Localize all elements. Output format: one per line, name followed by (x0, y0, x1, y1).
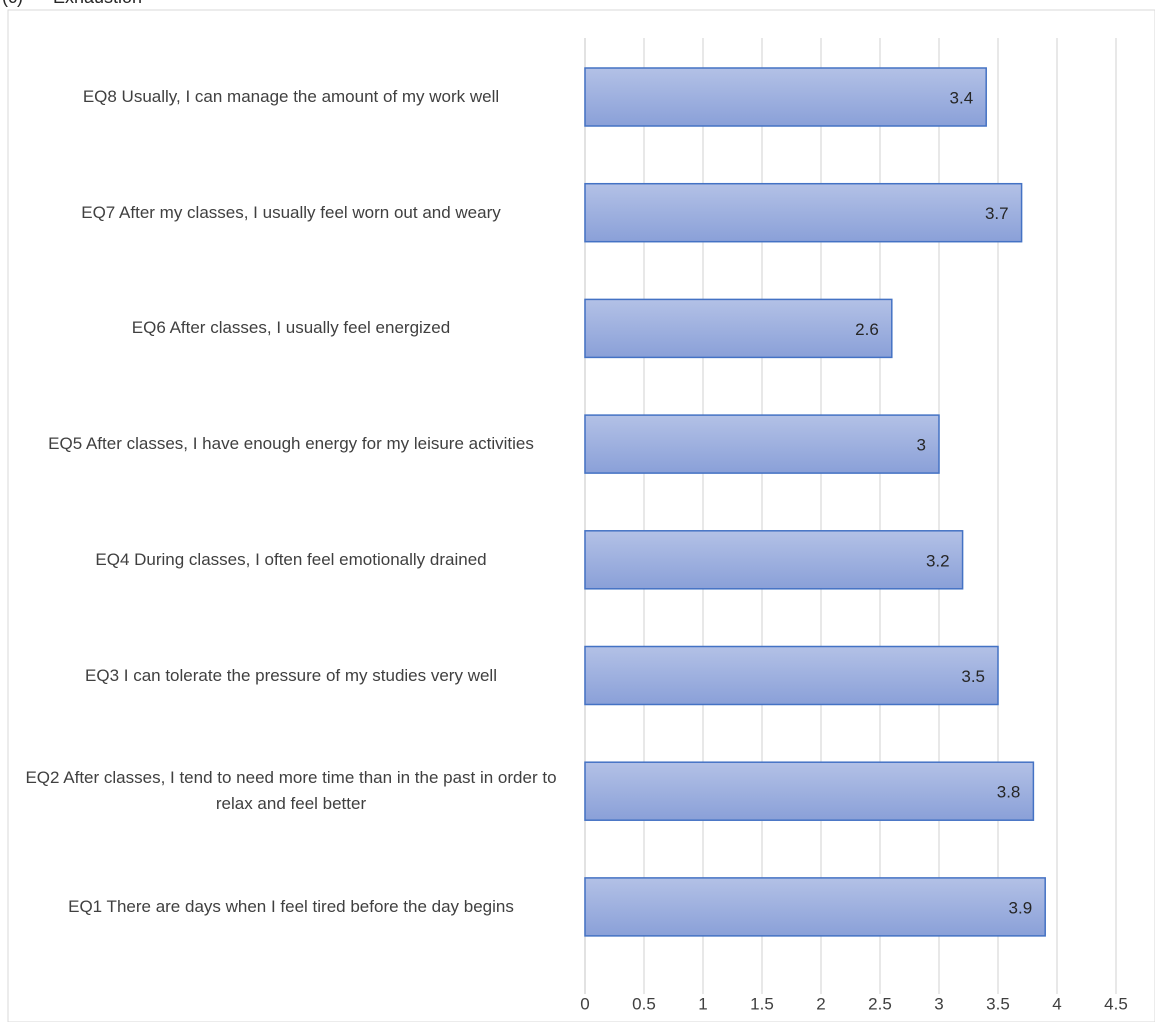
gridlines (584, 38, 1117, 994)
x-tick-label: 1.5 (750, 995, 774, 1014)
bar-value-label: 3.9 (1009, 898, 1033, 917)
category-label: EQ6 After classes, I usually feel energi… (131, 318, 451, 338)
bar (584, 761, 1035, 821)
bar-value-label: 3.7 (985, 204, 1009, 223)
category-label: EQ1 There are days when I feel tired bef… (68, 896, 514, 916)
category-label: EQ3 I can tolerate the pressure of my st… (85, 665, 497, 685)
bar-value-label: 3.4 (950, 89, 974, 108)
bar (584, 298, 893, 359)
bar-value-label: 2.6 (855, 320, 879, 339)
chart-heading: (c) Exhaustion (2, 0, 142, 8)
bar-value-label: 3.2 (926, 551, 950, 570)
category-label: EQ8 Usually, I can manage the amount of … (82, 87, 500, 106)
x-tick-label: 3 (934, 995, 943, 1014)
x-tick-label: 3.5 (986, 995, 1010, 1014)
x-axis-ticks: 0 0.5 1 1.5 2 2.5 3 3.5 4 4.5 (580, 995, 1128, 1014)
x-tick-label: 2 (816, 995, 825, 1014)
bar-value-label: 3.8 (997, 783, 1021, 802)
bar (584, 877, 1046, 937)
x-tick-label: 4 (1052, 995, 1061, 1014)
category-label: EQ2 After classes, I tend to need more t… (25, 768, 557, 814)
x-tick-label: 4.5 (1104, 995, 1128, 1014)
chart-border (7, 9, 1155, 1022)
bar (584, 530, 964, 590)
category-label: EQ5 After classes, I have enough energy … (48, 434, 534, 454)
x-tick-label: 0 (580, 995, 589, 1014)
bar-value-label: 3 (917, 436, 926, 455)
bar-value-label: 3.5 (961, 667, 985, 686)
category-label: EQ7 After my classes, I usually feel wor… (81, 202, 501, 222)
bar (584, 645, 999, 706)
bar (584, 182, 1023, 243)
bars (584, 67, 1046, 937)
category-label: EQ4 During classes, I often feel emotion… (95, 549, 487, 569)
x-tick-label: 0.5 (632, 995, 656, 1014)
x-tick-label: 1 (698, 995, 707, 1014)
x-tick-label: 2.5 (868, 995, 892, 1014)
bar (584, 67, 987, 127)
bar (584, 414, 940, 474)
value-labels: 3.4 3.7 2.6 3 3.2 3.5 3.8 3.9 (855, 89, 1032, 918)
